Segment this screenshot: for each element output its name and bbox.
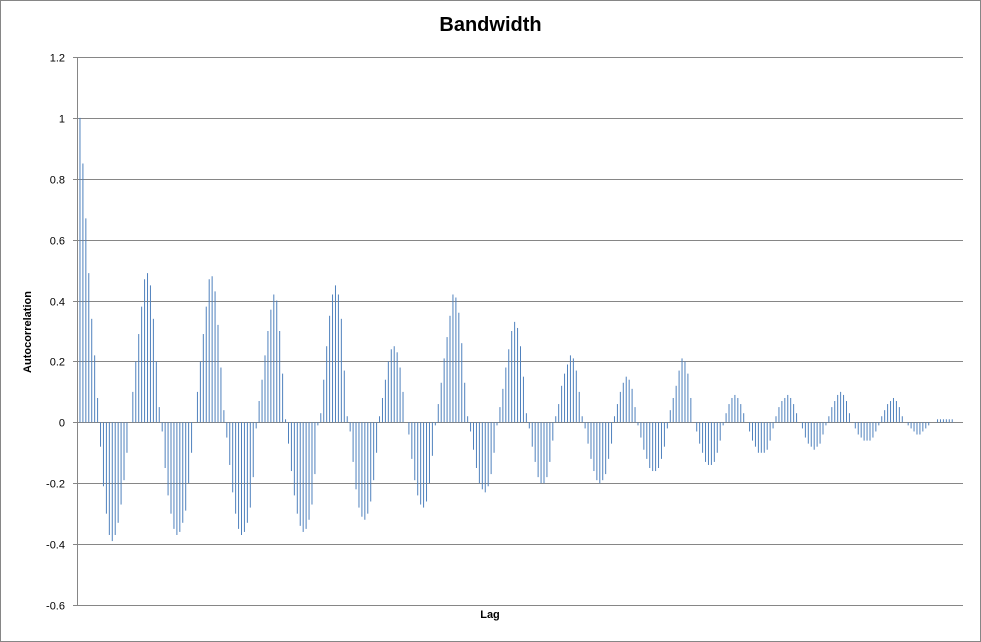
y-tick-label: 1: [59, 114, 65, 126]
y-tick-label: 0: [59, 418, 65, 430]
y-tick-label: -0.4: [46, 540, 65, 552]
y-axis: 1.2 1 0.8 0.6 0.4 0.2 0 -0.2 -0.4 -0.6: [46, 53, 78, 613]
y-tick-label: 1.2: [50, 53, 65, 65]
y-tick-label: -0.2: [46, 479, 65, 491]
x-axis-label: Lag: [480, 609, 500, 621]
y-tick-label: 0.8: [50, 175, 65, 187]
gridlines: [77, 57, 963, 606]
y-tick-label: -0.6: [46, 601, 65, 613]
y-tick-label: 0.6: [50, 236, 65, 248]
y-tick-label: 0.4: [50, 297, 65, 309]
chart-title: Bandwidth: [439, 14, 542, 36]
y-tick-label: 0.2: [50, 357, 65, 369]
bar-series: [79, 117, 953, 542]
